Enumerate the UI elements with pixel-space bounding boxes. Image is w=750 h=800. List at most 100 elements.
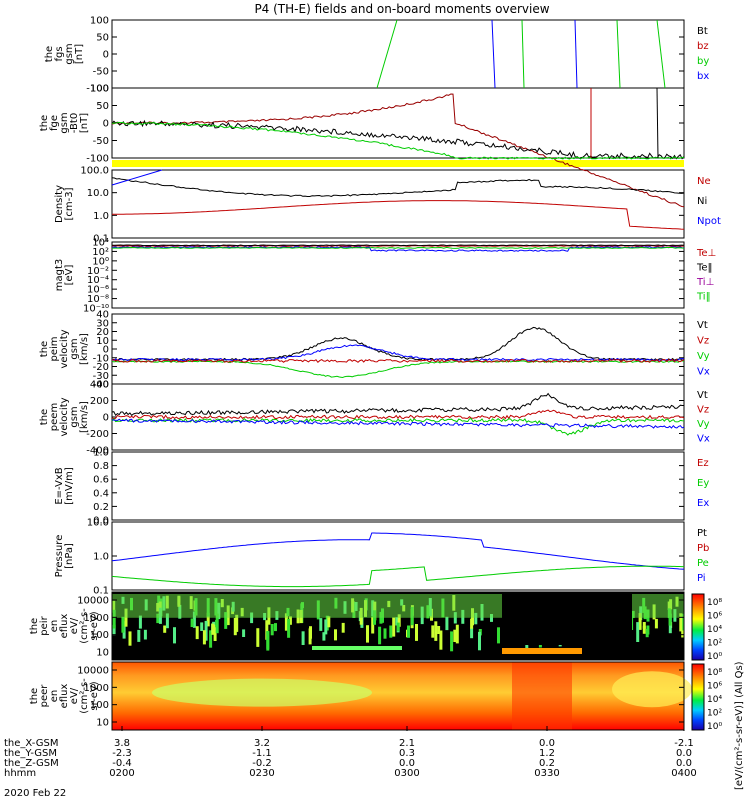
y-tick-label: 200 — [90, 396, 109, 407]
y-axis-label-line: Pressure — [54, 535, 65, 578]
legend-entry: Pe — [697, 558, 709, 569]
bx-trace — [574, 19, 578, 89]
peim-vy-trace — [111, 360, 685, 379]
legend-entry: Vz — [697, 336, 709, 347]
y-axis-label-line: magt3 — [54, 259, 65, 292]
ephemeris-row-label: hhmm — [4, 768, 36, 779]
y-tick-label: -30 — [93, 371, 109, 382]
y-axis-label-line: gsm — [69, 406, 80, 427]
peir-cell — [395, 617, 399, 626]
peer-green-region — [152, 678, 372, 707]
legend-entry: bz — [697, 41, 709, 52]
peir-cell — [445, 616, 449, 631]
peir-cell — [392, 617, 396, 637]
legend-entry: Pt — [697, 528, 707, 539]
y-tick-label: -20 — [93, 362, 109, 373]
peir-cell — [190, 618, 194, 627]
colorbar-tick: 10⁰ — [707, 722, 722, 732]
peir-cell — [654, 618, 658, 629]
peir-cell — [209, 630, 213, 648]
peir-cell — [407, 625, 410, 638]
y-tick-label: 0 — [103, 119, 109, 130]
y-tick-label: 10000 — [77, 596, 109, 607]
y-tick-label: 100 — [90, 630, 109, 641]
y-tick-label: 10⁻⁸ — [87, 294, 109, 305]
panel-peer: 10000 1000 100 10 the peer en eflux eV/(cm²-s-sr… — [29, 661, 692, 731]
colorbar-tick: 10⁰ — [707, 652, 722, 662]
peir-cell — [371, 617, 375, 634]
y-tick-label: 10 — [96, 336, 109, 347]
y-axis-label: magt3 [eV] — [54, 259, 75, 292]
y-tick-label: -100 — [86, 154, 109, 165]
colorbar-tick: 10⁶ — [707, 682, 722, 692]
peir-cell — [645, 628, 649, 638]
y-axis-label-line: the — [39, 341, 50, 357]
peir-cell — [270, 624, 274, 636]
fge-black-trace — [111, 119, 685, 160]
y-axis-label-line: (cm²-s- — [79, 608, 90, 644]
y-tick-label: -400 — [86, 446, 109, 457]
y-tick-label: 100 — [90, 16, 109, 27]
peir-cell — [163, 625, 167, 633]
peir-cell — [642, 625, 646, 634]
colorbar-top — [691, 593, 705, 661]
ephemeris-value: -0.2 — [252, 758, 272, 769]
ephemeris-value: 0200 — [109, 768, 134, 779]
y-tick-label: -50 — [93, 136, 109, 147]
y-tick-label: 1.0 — [93, 211, 109, 222]
legend-entry: Vt — [697, 390, 708, 401]
peir-cell — [327, 616, 331, 628]
panel-efield: 1.0 0.8 0.6 0.4 0.2 0.0 E=-VxB [mV/m] — [54, 448, 685, 527]
panel-frame — [111, 521, 685, 591]
y-axis-label-line: sr-eV) — [89, 611, 100, 640]
fge-red-trace — [111, 93, 685, 208]
y-axis-label-line: the — [39, 115, 50, 131]
y-axis-label-line: en — [49, 620, 60, 633]
panel-pressure: 10.0 1.0 0.1 Pressure [nPa] — [54, 518, 685, 597]
y-axis-label-line: (cm²-s- — [79, 678, 90, 714]
ephemeris-value: 0230 — [249, 768, 274, 779]
y-tick-label: 0.1 — [93, 234, 109, 245]
fge-black-vline — [656, 87, 659, 159]
peir-cell — [165, 613, 169, 629]
peir-cell — [638, 613, 642, 630]
peir-cell — [309, 626, 312, 639]
yellow-flag-bar — [112, 160, 684, 167]
y-tick-label: 0.0 — [93, 516, 109, 527]
y-tick-label: 10⁴ — [92, 238, 109, 249]
legend-entry: Te⊥ — [696, 248, 716, 259]
peir-cell — [256, 628, 260, 647]
y-tick-label: 0.4 — [93, 488, 109, 499]
y-axis-label-line: peir — [39, 615, 50, 635]
y-tick-label: 0 — [103, 50, 109, 61]
y-axis-label-line: peim — [49, 336, 60, 361]
y-tick-label: -50 — [93, 67, 109, 78]
by-trace — [521, 19, 525, 89]
ephemeris-row-label: the_X-GSM — [4, 738, 58, 749]
legend-entry: Bt — [697, 26, 708, 37]
panel-frame — [111, 451, 685, 521]
y-axis-label-line: en — [49, 690, 60, 703]
peir-cell — [156, 613, 160, 624]
y-tick-label: -100 — [86, 84, 109, 95]
y-tick-label: 20 — [96, 327, 109, 338]
y-tick-label: 10⁻⁶ — [87, 285, 109, 296]
peir-cell — [233, 618, 237, 636]
peir-cell — [455, 624, 459, 644]
y-tick-label: -200 — [86, 429, 109, 440]
legend-entry: Vx — [697, 367, 710, 378]
colorbar-tick: 10⁸ — [707, 598, 722, 608]
legends: Bt bz by bx Ne Ni Npot Te⊥ Te‖ Ti⊥ Ti‖ Vt Vz Vy Vx Vt Vz… — [696, 26, 721, 584]
y-tick-label: 100 — [90, 84, 109, 95]
y-axis-label-line: -Bt0 — [69, 113, 80, 133]
peir-hot-spot — [502, 648, 582, 654]
ephemeris-value: 2.1 — [399, 738, 415, 749]
pe-trace — [111, 565, 684, 588]
y-tick-label: 10² — [92, 247, 109, 258]
y-axis-label-line: eV/ — [69, 687, 80, 704]
legend-entry: Npot — [697, 216, 721, 227]
ephemeris-value: 0.3 — [399, 748, 415, 759]
y-axis-label-line: eflux — [59, 684, 70, 709]
